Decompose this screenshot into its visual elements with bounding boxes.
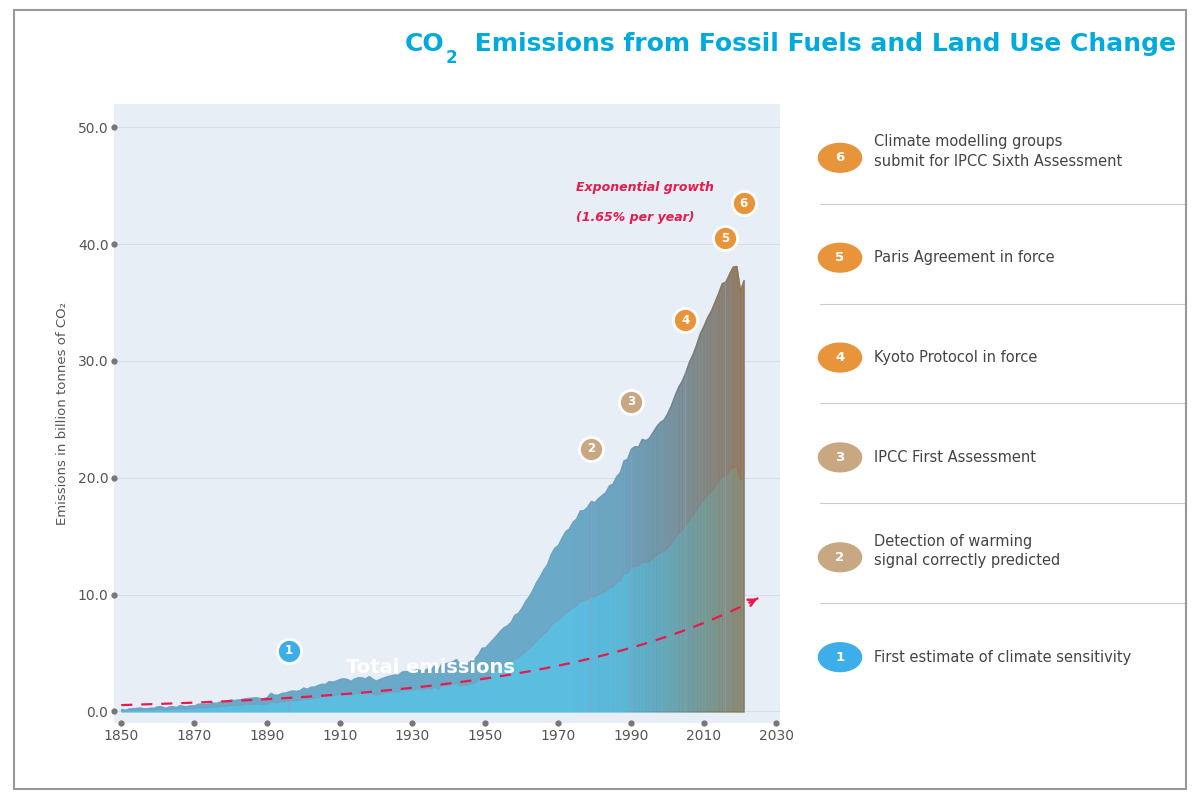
Text: 2: 2 xyxy=(835,551,845,564)
Point xyxy=(581,442,600,455)
Point xyxy=(622,396,641,408)
Text: 4: 4 xyxy=(835,351,845,364)
Point xyxy=(676,314,695,327)
Text: First estimate of climate sensitivity: First estimate of climate sensitivity xyxy=(874,650,1130,665)
Text: 6: 6 xyxy=(739,197,748,209)
Text: Climate modelling groups
submit for IPCC Sixth Assessment: Climate modelling groups submit for IPCC… xyxy=(874,134,1122,169)
Text: (1.65% per year): (1.65% per year) xyxy=(576,211,695,224)
Text: 1: 1 xyxy=(835,650,845,664)
Text: CO: CO xyxy=(404,32,444,56)
Text: Emissions from Fossil Fuels and Land Use Change: Emissions from Fossil Fuels and Land Use… xyxy=(466,32,1176,56)
Text: 3: 3 xyxy=(626,396,635,408)
Text: Kyoto Protocol in force: Kyoto Protocol in force xyxy=(874,350,1037,365)
Text: 4: 4 xyxy=(682,313,690,327)
Text: 2: 2 xyxy=(445,50,457,67)
Text: Exponential growth: Exponential growth xyxy=(576,181,714,194)
Text: Paris Agreement in force: Paris Agreement in force xyxy=(874,250,1055,265)
Text: 5: 5 xyxy=(835,251,845,264)
Text: Total emissions: Total emissions xyxy=(346,658,515,677)
Y-axis label: Emissions in billion tonnes of CO₂: Emissions in billion tonnes of CO₂ xyxy=(56,302,70,525)
Text: 3: 3 xyxy=(835,451,845,464)
Text: Detection of warming
signal correctly predicted: Detection of warming signal correctly pr… xyxy=(874,534,1060,568)
Point xyxy=(280,644,299,657)
Text: 2: 2 xyxy=(587,442,595,455)
Text: 6: 6 xyxy=(835,151,845,165)
Point xyxy=(734,197,754,209)
Point xyxy=(716,232,736,244)
Text: IPCC First Assessment: IPCC First Assessment xyxy=(874,450,1036,465)
Text: 1: 1 xyxy=(284,644,293,657)
Text: 5: 5 xyxy=(721,232,730,244)
